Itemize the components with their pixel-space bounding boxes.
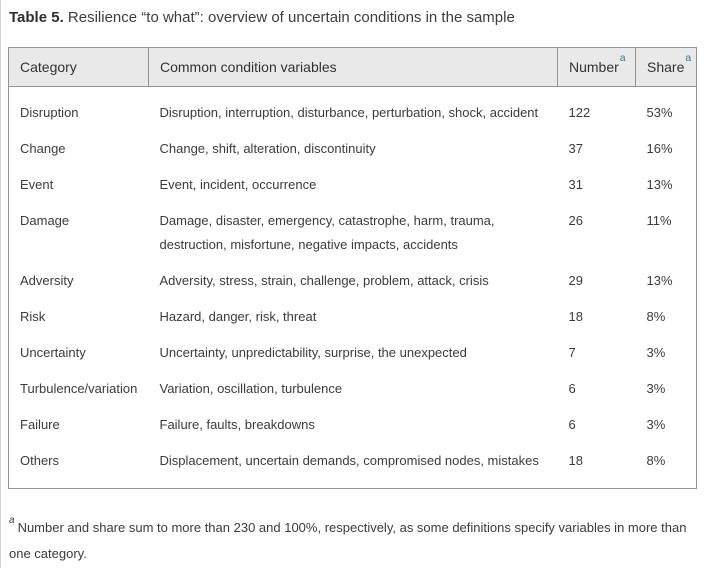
table-row: Disruption Disruption, interruption, dis… bbox=[9, 87, 697, 132]
table-row: Uncertainty Uncertainty, unpredictabilit… bbox=[9, 335, 697, 371]
footnote-text: Number and share sum to more than 230 an… bbox=[9, 520, 687, 561]
header-share: Sharea bbox=[635, 47, 697, 87]
table-footnote: a Number and share sum to more than 230 a… bbox=[9, 515, 697, 567]
share-cell: 53% bbox=[646, 105, 673, 120]
variables-cell: Adversity, stress, strain, challenge, pr… bbox=[159, 273, 489, 288]
category-cell: Turbulence/variation bbox=[20, 381, 138, 396]
number-cell: 31 bbox=[568, 177, 583, 192]
category-cell: Others bbox=[20, 453, 60, 468]
table-row: Event Event, incident, occurrence 31 13% bbox=[9, 167, 697, 203]
header-category: Category bbox=[8, 47, 149, 87]
table-row: Damage Damage, disaster, emergency, cata… bbox=[9, 203, 697, 263]
table-caption: Table 5. Resilience “to what”: overview … bbox=[9, 8, 697, 28]
share-cell: 13% bbox=[646, 273, 673, 288]
category-cell: Event bbox=[20, 177, 54, 192]
variables-cell: Disruption, interruption, disturbance, p… bbox=[159, 105, 539, 120]
category-cell: Damage bbox=[20, 213, 70, 228]
header-category-label: Category bbox=[20, 59, 77, 75]
share-cell: 16% bbox=[646, 141, 673, 156]
table-row: Risk Hazard, danger, risk, threat 18 8% bbox=[9, 299, 697, 335]
category-cell: Failure bbox=[20, 417, 60, 432]
table-row: Adversity Adversity, stress, strain, cha… bbox=[9, 263, 697, 299]
page-edge-divider bbox=[0, 0, 1, 568]
table-caption-label: Table 5. bbox=[9, 9, 64, 26]
header-number-label: Number bbox=[569, 59, 619, 75]
share-cell: 8% bbox=[646, 309, 666, 324]
share-cell: 11% bbox=[646, 213, 672, 228]
variables-cell: Uncertainty, unpredictability, surprise,… bbox=[159, 345, 467, 360]
header-variables: Common condition variables bbox=[148, 47, 558, 87]
table-caption-text: Resilience “to what”: overview of uncert… bbox=[63, 9, 515, 26]
category-cell: Risk bbox=[20, 309, 46, 324]
number-cell: 122 bbox=[568, 105, 591, 120]
variables-cell: Variation, oscillation, turbulence bbox=[159, 381, 343, 396]
category-cell: Uncertainty bbox=[20, 345, 86, 360]
header-variables-label: Common condition variables bbox=[160, 59, 337, 75]
category-cell: Adversity bbox=[20, 273, 74, 288]
number-cell: 18 bbox=[568, 309, 583, 324]
share-cell: 8% bbox=[646, 453, 666, 468]
variables-cell: Hazard, danger, risk, threat bbox=[159, 309, 317, 324]
footnote-marker: a bbox=[9, 514, 15, 526]
number-cell: 6 bbox=[568, 417, 576, 432]
category-cell: Change bbox=[20, 141, 66, 156]
number-cell: 7 bbox=[568, 345, 576, 360]
number-cell: 29 bbox=[568, 273, 583, 288]
number-cell: 18 bbox=[568, 453, 583, 468]
share-cell: 3% bbox=[646, 417, 666, 432]
share-cell: 13% bbox=[646, 177, 673, 192]
variables-cell: Damage, disaster, emergency, catastrophe… bbox=[159, 213, 495, 252]
header-row: Category Common condition variables Numb… bbox=[8, 47, 697, 87]
table-row: Turbulence/variation Variation, oscillat… bbox=[9, 371, 697, 407]
variables-cell: Failure, faults, breakdowns bbox=[159, 417, 315, 432]
footnote-ref-share[interactable]: a bbox=[685, 52, 692, 65]
number-cell: 6 bbox=[568, 381, 576, 396]
table-row: Failure Failure, faults, breakdowns 6 3% bbox=[9, 407, 697, 443]
variables-cell: Change, shift, alteration, discontinuity bbox=[159, 141, 376, 156]
footnote-ref-number[interactable]: a bbox=[619, 52, 626, 65]
variables-cell: Event, incident, occurrence bbox=[159, 177, 317, 192]
header-share-label: Share bbox=[647, 59, 685, 75]
category-cell: Disruption bbox=[20, 105, 79, 120]
uncertain-conditions-table: Category Common condition variables Numb… bbox=[8, 47, 697, 489]
share-cell: 3% bbox=[646, 345, 666, 360]
share-cell: 3% bbox=[646, 381, 666, 396]
variables-cell: Displacement, uncertain demands, comprom… bbox=[159, 453, 539, 468]
header-number: Numbera bbox=[557, 47, 636, 87]
table-row: Others Displacement, uncertain demands, … bbox=[9, 443, 697, 489]
number-cell: 37 bbox=[568, 141, 583, 156]
number-cell: 26 bbox=[568, 213, 583, 228]
table-row: Change Change, shift, alteration, discon… bbox=[9, 131, 697, 167]
